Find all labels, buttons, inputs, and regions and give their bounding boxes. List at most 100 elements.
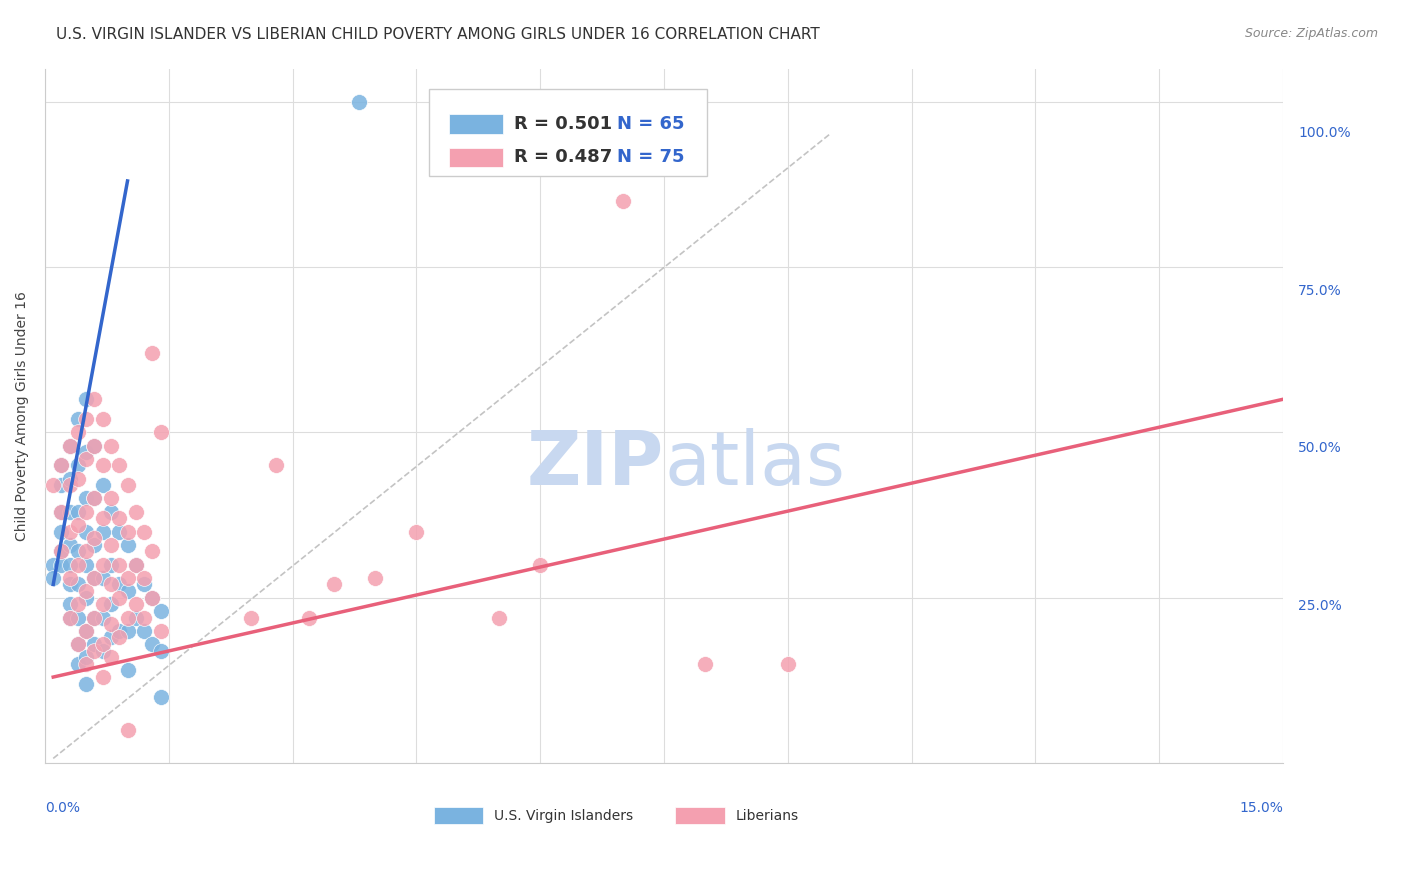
FancyBboxPatch shape bbox=[675, 807, 724, 824]
Point bbox=[59, 597, 82, 611]
Point bbox=[100, 438, 122, 452]
Point bbox=[75, 505, 97, 519]
Point bbox=[66, 472, 89, 486]
Point bbox=[83, 491, 105, 506]
Point bbox=[100, 577, 122, 591]
Point bbox=[322, 577, 344, 591]
Text: R = 0.487: R = 0.487 bbox=[515, 148, 613, 167]
Point bbox=[83, 531, 105, 545]
Point bbox=[75, 624, 97, 638]
Point bbox=[66, 544, 89, 558]
Point bbox=[100, 491, 122, 506]
Point bbox=[91, 610, 114, 624]
Point bbox=[51, 458, 73, 473]
Point bbox=[108, 591, 131, 605]
Point bbox=[59, 610, 82, 624]
Point bbox=[75, 657, 97, 671]
Point bbox=[59, 577, 82, 591]
Point bbox=[66, 657, 89, 671]
Point bbox=[83, 438, 105, 452]
Point bbox=[75, 591, 97, 605]
Point bbox=[66, 425, 89, 440]
Point bbox=[488, 610, 510, 624]
Point bbox=[51, 505, 73, 519]
Point bbox=[100, 617, 122, 632]
Point bbox=[108, 558, 131, 572]
Point bbox=[75, 491, 97, 506]
Point bbox=[66, 637, 89, 651]
Point bbox=[91, 597, 114, 611]
Point bbox=[66, 610, 89, 624]
Point bbox=[51, 478, 73, 492]
Point bbox=[51, 524, 73, 539]
Point bbox=[75, 558, 97, 572]
Text: U.S. VIRGIN ISLANDER VS LIBERIAN CHILD POVERTY AMONG GIRLS UNDER 16 CORRELATION : U.S. VIRGIN ISLANDER VS LIBERIAN CHILD P… bbox=[56, 27, 820, 42]
Point bbox=[66, 577, 89, 591]
Point bbox=[75, 524, 97, 539]
Point bbox=[117, 524, 139, 539]
FancyBboxPatch shape bbox=[433, 807, 484, 824]
Point bbox=[149, 624, 172, 638]
Point bbox=[83, 610, 105, 624]
Point bbox=[117, 478, 139, 492]
Point bbox=[75, 451, 97, 466]
Point bbox=[141, 591, 163, 605]
Text: Source: ZipAtlas.com: Source: ZipAtlas.com bbox=[1244, 27, 1378, 40]
Point bbox=[59, 558, 82, 572]
Point bbox=[132, 571, 155, 585]
Point bbox=[141, 544, 163, 558]
Point bbox=[51, 544, 73, 558]
Point bbox=[83, 571, 105, 585]
Point bbox=[66, 517, 89, 532]
Point bbox=[66, 412, 89, 426]
Point bbox=[529, 558, 551, 572]
Point bbox=[405, 524, 427, 539]
Point bbox=[149, 425, 172, 440]
Point bbox=[447, 95, 470, 109]
Point bbox=[83, 610, 105, 624]
Point bbox=[117, 538, 139, 552]
Point bbox=[132, 577, 155, 591]
Point bbox=[91, 637, 114, 651]
Text: 15.0%: 15.0% bbox=[1239, 801, 1284, 815]
Point bbox=[66, 505, 89, 519]
Text: 25.0%: 25.0% bbox=[1298, 599, 1341, 613]
Point bbox=[51, 458, 73, 473]
Point bbox=[149, 690, 172, 704]
Point bbox=[59, 438, 82, 452]
Point bbox=[75, 624, 97, 638]
Point bbox=[149, 643, 172, 657]
Point bbox=[91, 478, 114, 492]
Point bbox=[51, 505, 73, 519]
Point bbox=[132, 610, 155, 624]
Point bbox=[75, 584, 97, 599]
Point bbox=[108, 577, 131, 591]
Point bbox=[91, 558, 114, 572]
Point bbox=[83, 571, 105, 585]
Point bbox=[132, 624, 155, 638]
Point bbox=[612, 194, 634, 208]
Point bbox=[75, 445, 97, 459]
Point bbox=[83, 637, 105, 651]
Point bbox=[83, 392, 105, 407]
Point bbox=[91, 643, 114, 657]
Point bbox=[75, 650, 97, 665]
Point bbox=[100, 650, 122, 665]
Point bbox=[59, 571, 82, 585]
Point bbox=[108, 458, 131, 473]
Point bbox=[66, 597, 89, 611]
Point bbox=[83, 438, 105, 452]
Point bbox=[75, 676, 97, 690]
Point bbox=[108, 524, 131, 539]
Point bbox=[59, 472, 82, 486]
Point bbox=[59, 538, 82, 552]
Point bbox=[117, 624, 139, 638]
Point bbox=[91, 412, 114, 426]
Point bbox=[83, 538, 105, 552]
Point bbox=[125, 505, 148, 519]
Text: U.S. Virgin Islanders: U.S. Virgin Islanders bbox=[495, 809, 634, 822]
Point bbox=[75, 412, 97, 426]
Point bbox=[141, 346, 163, 360]
Point bbox=[141, 591, 163, 605]
Text: N = 65: N = 65 bbox=[617, 115, 685, 133]
